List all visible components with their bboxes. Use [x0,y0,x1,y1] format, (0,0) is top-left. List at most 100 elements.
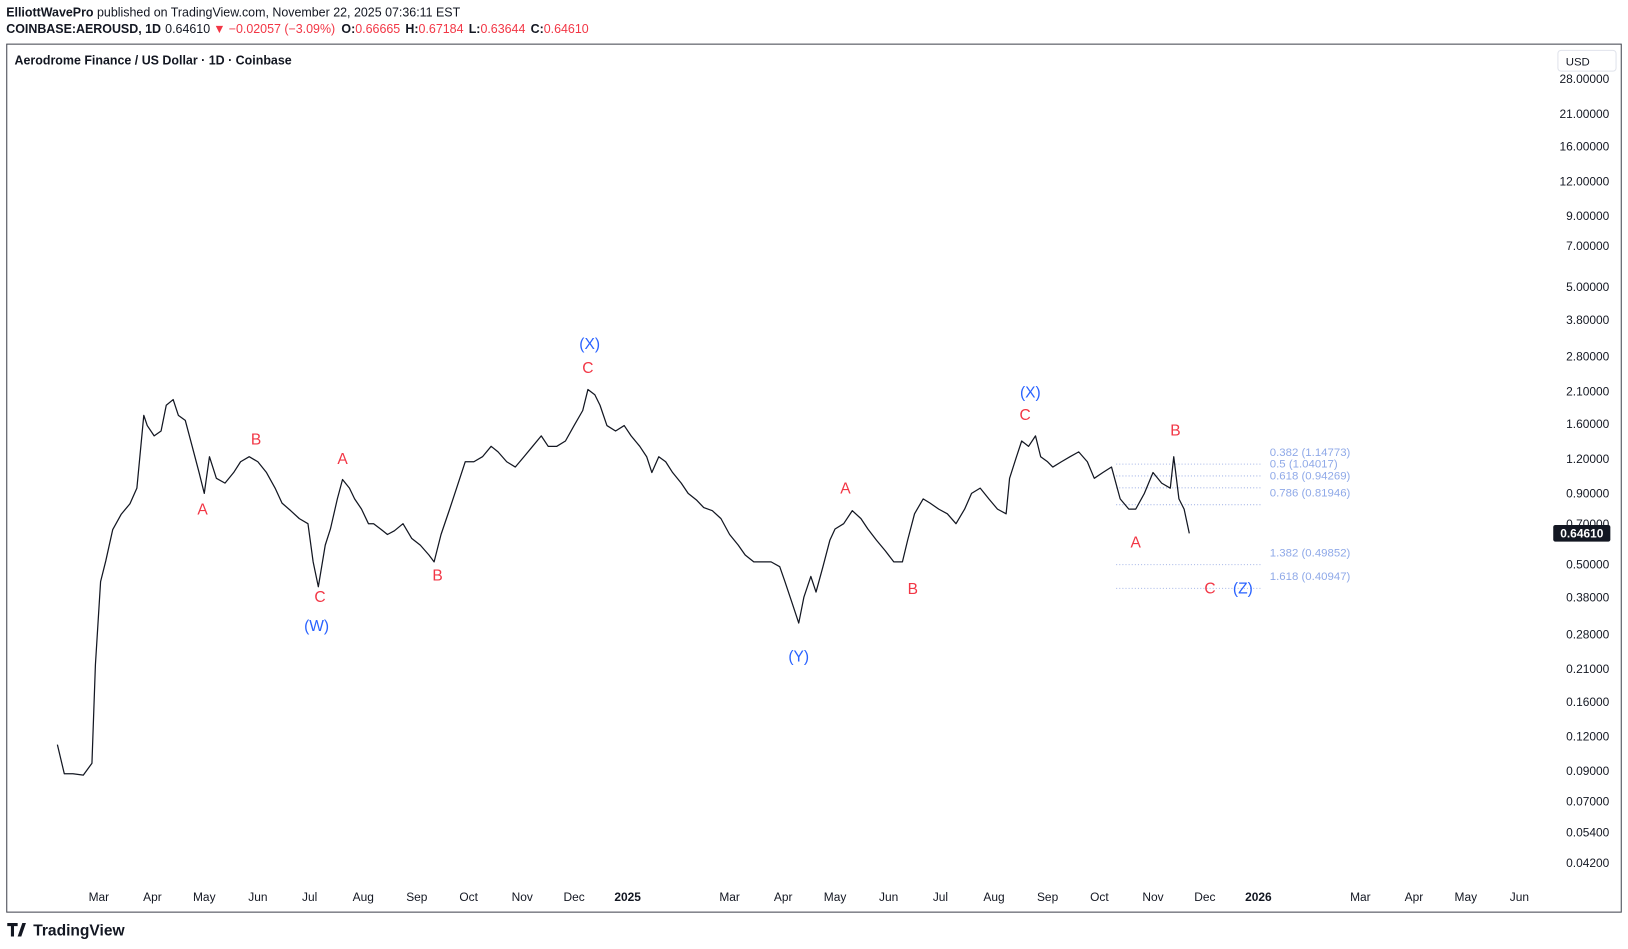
currency: USD [1566,56,1590,68]
x-tick-label: Sep [1037,890,1059,904]
last-price-label: 0.64610 [1560,527,1604,541]
wave-label: (X) [1020,385,1041,402]
y-tick-label: 0.38000 [1566,591,1610,605]
x-tick-label: Mar [719,890,740,904]
wave-label: A [1131,534,1142,551]
y-tick-label: 0.09000 [1566,764,1610,778]
y-tick-label: 2.10000 [1566,384,1610,398]
fib-label: 0.786 (0.81946) [1270,487,1351,499]
fib-label: 0.5 (1.04017) [1270,459,1338,471]
x-tick-label: May [193,890,216,904]
pane-border [6,43,1622,913]
x-tick-label: Jul [302,890,317,904]
x-tick-label: Nov [512,890,533,904]
arrow: ▼ [213,22,225,36]
wave-label: (X) [579,336,600,353]
wave-label: B [251,431,261,448]
y-tick-label: 0.07000 [1566,794,1610,808]
brand: TradingView [33,922,125,939]
wave-label: A [197,501,208,518]
currency-box[interactable] [1557,49,1617,72]
x-tick-label: Aug [983,890,1004,904]
price-line [56,388,1190,776]
fib-label: 0.382 (1.14773) [1270,447,1351,459]
l-value: 0.63644 [480,22,525,36]
wave-label: B [432,568,442,585]
x-tick-label: May [824,890,847,904]
chart-title: Aerodrome Finance / US Dollar · 1D · Coi… [15,53,292,67]
author: ElliottWavePro [6,6,94,20]
fib-label: 1.618 (0.40947) [1270,571,1351,583]
wave-label: C [1020,407,1031,424]
y-tick-label: 5.00000 [1566,280,1610,294]
x-tick-label: Dec [1194,890,1215,904]
wave-label: B [908,581,918,598]
l-label: L: [469,22,481,36]
last: 0.64610 [165,22,210,36]
x-tick-label: Apr [1405,890,1424,904]
x-tick-label: 2025 [614,890,641,904]
o-value: 0.66665 [355,22,400,36]
x-tick-label: Mar [89,890,110,904]
symbol: COINBASE:AEROUSD, 1D [6,22,161,36]
wave-label: B [1170,422,1180,439]
wave-label: A [337,451,348,468]
y-tick-label: 16.00000 [1560,140,1610,154]
header-line-1: ElliottWavePro published on TradingView.… [6,6,460,20]
wave-label: (Z) [1233,580,1253,597]
wave-label: C [314,589,325,606]
wave-label: A [840,480,851,497]
header-line-2: COINBASE:AEROUSD, 1D 0.64610 ▼ −0.02057 (−3… [6,22,589,36]
c-label: C: [531,22,544,36]
y-tick-label: 3.80000 [1566,313,1610,327]
x-tick-label: Oct [459,890,478,904]
y-tick-label: 12.00000 [1560,174,1610,188]
x-tick-label: Nov [1142,890,1163,904]
x-tick-label: Mar [1350,890,1371,904]
x-tick-label: Dec [563,890,584,904]
wave-label: (Y) [788,649,809,666]
fib-label: 0.618 (0.94269) [1270,471,1351,483]
y-tick-label: 0.04200 [1566,856,1610,870]
fib-label: 1.382 (0.49852) [1270,547,1351,559]
y-tick-label: 0.90000 [1566,487,1610,501]
y-tick-label: 0.16000 [1566,695,1610,709]
x-tick-label: Jul [933,890,948,904]
change: −0.02057 (−3.09%) [229,22,336,36]
x-tick-label: Jun [1510,890,1529,904]
x-tick-label: Sep [406,890,428,904]
h-value: 0.67184 [419,22,464,36]
wave-label: (W) [304,618,329,635]
x-tick-label: 2026 [1245,890,1272,904]
x-tick-label: Aug [353,890,374,904]
y-tick-label: 1.60000 [1566,417,1610,431]
y-tick-label: 0.12000 [1566,729,1610,743]
wave-label: C [1204,580,1215,597]
logo-mark [7,923,26,937]
y-tick-label: 0.21000 [1566,662,1610,676]
y-tick-label: 2.80000 [1566,350,1610,364]
y-tick-label: 21.00000 [1560,107,1610,121]
y-tick-label: 0.50000 [1566,557,1610,571]
y-tick-label: 0.28000 [1566,627,1610,641]
x-tick-label: Jun [879,890,898,904]
y-tick-label: 7.00000 [1566,239,1610,253]
x-tick-label: Jun [248,890,267,904]
last-price-tag [1553,525,1611,542]
y-tick-label: 28.00000 [1560,72,1610,86]
y-tick-label: 0.05400 [1566,826,1610,840]
c-value: 0.64610 [544,22,589,36]
published: published on TradingView.com, November 2… [94,6,461,20]
x-tick-label: Apr [774,890,793,904]
o-label: O: [341,22,355,36]
wave-label: C [582,360,593,377]
x-tick-label: May [1455,890,1478,904]
h-label: H: [405,22,418,36]
x-tick-label: Apr [143,890,162,904]
x-tick-label: Oct [1090,890,1109,904]
footer-logo: TradingView [7,922,126,939]
y-tick-label: 1.20000 [1566,452,1610,466]
y-tick-label: 9.00000 [1566,209,1610,223]
